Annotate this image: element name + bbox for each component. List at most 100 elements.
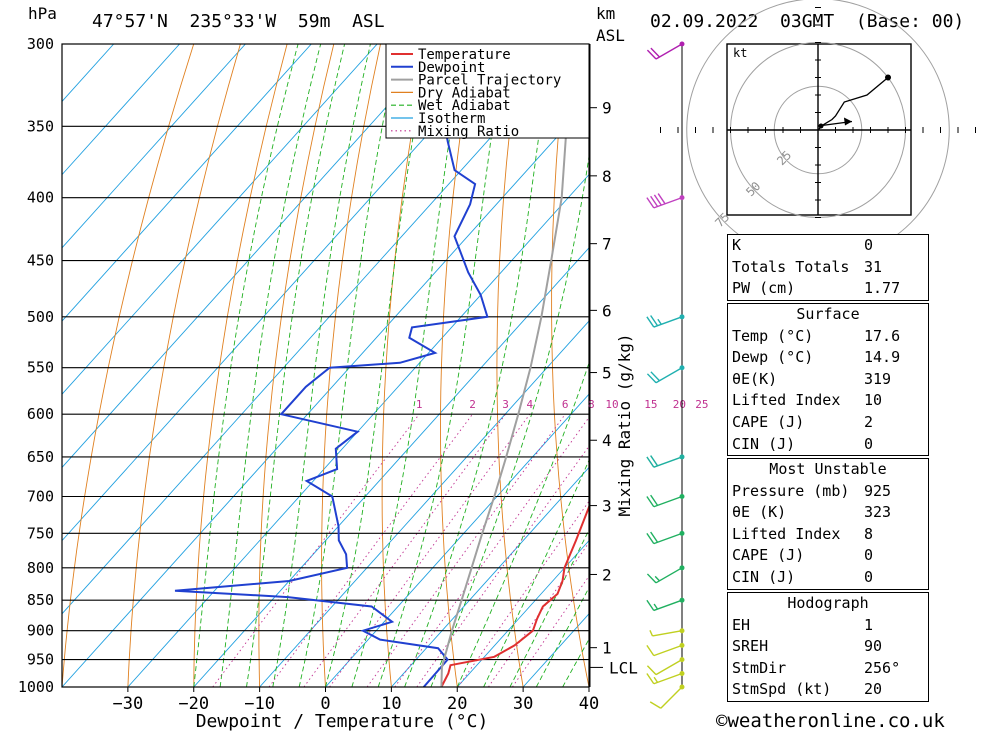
barb-half-feather — [653, 676, 659, 683]
row-label: CIN (J) — [732, 567, 796, 586]
table-row: Lifted Index 10 — [728, 390, 928, 412]
isotherm-line — [259, 320, 589, 687]
legend-label: Dewpoint — [418, 60, 485, 76]
mixing-ratio-label: 2 — [469, 398, 476, 411]
isotherm-line — [325, 393, 589, 687]
x-tick-label: 20 — [447, 694, 467, 714]
table-row: Dewp (°C) 14.9 — [728, 347, 928, 369]
row-value: 319 — [864, 369, 892, 388]
table-row: Temp (°C) 17.6 — [728, 326, 928, 348]
wet-adiabat-line — [193, 44, 299, 687]
row-label: StmSpd (kt) — [732, 680, 832, 699]
mixing-ratio-line — [329, 413, 531, 687]
mixing-ratio-label: 20 — [673, 398, 686, 411]
barb-feather — [650, 315, 659, 327]
wet-adiabat-line — [325, 44, 431, 687]
barb-shaft — [655, 658, 683, 676]
dry-adiabat-line — [62, 44, 195, 687]
row-label: SREH — [732, 637, 769, 656]
barb-half-feather — [653, 603, 659, 610]
barb-feather — [646, 644, 655, 657]
barb-dot — [679, 657, 685, 663]
x-tick-label: 0 — [320, 694, 330, 714]
hodograph-unit: kt — [733, 46, 747, 60]
row-label: CAPE (J) — [732, 546, 805, 565]
barb-dot — [679, 195, 685, 201]
dry-adiabat-line — [258, 44, 335, 687]
dewpoint-line — [174, 44, 489, 687]
table-row: EH 1 — [728, 615, 928, 637]
mixing-ratio-line — [366, 413, 566, 687]
row-label: Dewp (°C) — [732, 348, 814, 367]
barb-feather — [646, 665, 657, 676]
mixing-ratio-label: 25 — [695, 398, 708, 411]
mixing-ratio-line — [394, 416, 589, 687]
table-row: Lifted Index 8 — [728, 524, 928, 546]
row-label: CAPE (J) — [732, 412, 805, 431]
axes: 1 2 3 4 6 8 10 15 20 2530035040045050055060065070… — [18, 35, 709, 732]
km-tick-label: 8 — [602, 167, 612, 186]
table-row: θE(K) 319 — [728, 369, 928, 391]
mixing-ratio-line — [416, 445, 589, 687]
barb-feather — [650, 455, 659, 467]
barb-half-feather — [654, 575, 660, 582]
table-row: SREH 90 — [728, 636, 928, 658]
wind-barb — [646, 565, 685, 584]
table-row: θE (K) 323 — [728, 502, 928, 524]
barb-feather — [646, 316, 655, 328]
table-row: Pressure (mb) 925 — [728, 481, 928, 503]
wind-barb — [646, 530, 685, 545]
km-tick-label: 4 — [602, 431, 612, 450]
dry-adiabat-line — [941, 44, 1000, 687]
row-value: 14.9 — [864, 348, 901, 367]
barb-feather — [646, 456, 655, 468]
row-label: StmDir — [732, 658, 787, 677]
isotherm-line — [62, 44, 576, 615]
pressure-tick-label: 800 — [27, 559, 54, 577]
pressure-tick-label: 750 — [27, 524, 54, 542]
table-row: CAPE (J) 2 — [728, 412, 928, 434]
parcel-trajectory-line — [440, 61, 574, 687]
row-value: 925 — [864, 481, 892, 500]
barb-dot — [679, 565, 685, 571]
barb-feather — [650, 195, 659, 207]
storm-motion-origin — [818, 123, 824, 129]
x-tick-label: 40 — [579, 694, 599, 714]
barb-shaft — [653, 495, 683, 508]
wet-adiabat-line — [219, 44, 322, 687]
barb-feather — [650, 47, 660, 58]
row-label: K — [732, 236, 742, 254]
table-title: Hodograph — [787, 594, 869, 612]
barb-feather — [646, 49, 657, 60]
wind-barb — [646, 365, 685, 384]
row-value: 0 — [864, 546, 874, 565]
hodograph-end-dot — [885, 74, 891, 81]
km-tick-label: 2 — [602, 565, 612, 584]
wind-barb — [646, 454, 685, 468]
pressure-tick-label: 700 — [27, 488, 54, 506]
km-tick-label: 1 — [602, 639, 612, 658]
isotherm-line — [391, 466, 589, 687]
barb-feather — [650, 494, 659, 506]
dry-adiabat-line — [193, 44, 288, 687]
wind-barb — [649, 628, 685, 637]
row-value: 10 — [864, 391, 883, 410]
km-tick-label: 7 — [602, 235, 612, 254]
pressure-tick-label: 1000 — [18, 678, 54, 696]
mixing-ratio-label: 3 — [502, 398, 509, 411]
table-row: CIN (J) 0 — [728, 567, 928, 589]
copyright[interactable]: ©weatheronline.co.uk — [716, 710, 945, 732]
pressure-tick-label: 450 — [27, 252, 54, 270]
dry-adiabat-line — [440, 44, 475, 687]
barb-half-feather — [649, 630, 654, 637]
mixing-ratio-label: 10 — [605, 398, 618, 411]
table-title: Surface — [796, 305, 860, 323]
wind-barb — [646, 670, 685, 685]
barb-dot — [679, 365, 685, 371]
barb-shaft — [653, 644, 683, 657]
table-row: CAPE (J) 0 — [728, 545, 928, 567]
